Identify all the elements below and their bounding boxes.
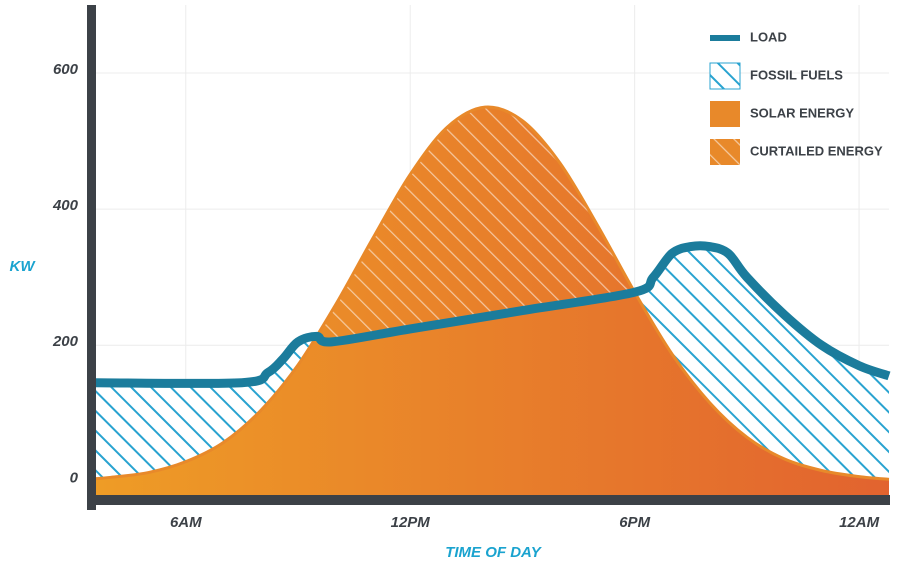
solar-outline xyxy=(95,105,890,481)
legend: LOAD FOSSIL FUELS SOLAR ENERGY CURTAILED EN… xyxy=(709,29,883,165)
legend-swatch xyxy=(710,101,740,127)
legend-swatch xyxy=(709,62,741,90)
x-tick-label: 12PM xyxy=(391,514,431,531)
y-tick-label: 400 xyxy=(52,197,79,214)
legend-label: LOAD xyxy=(750,29,787,44)
legend-label: CURTAILED ENERGY xyxy=(750,143,883,158)
x-axis xyxy=(87,495,890,505)
y-tick-label: 600 xyxy=(53,61,79,78)
y-axis-title: KW xyxy=(10,258,37,275)
legend-swatch xyxy=(710,139,740,165)
legend-label: SOLAR ENERGY xyxy=(750,105,854,120)
x-axis-title: TIME OF DAY xyxy=(445,544,543,561)
x-tick-label: 6PM xyxy=(619,514,650,531)
legend-label: FOSSIL FUELS xyxy=(750,67,843,82)
y-axis xyxy=(87,5,96,510)
ticks: 0 200 400 600 6AM 12PM 6PM 12AM xyxy=(52,61,880,531)
plot-area xyxy=(95,105,891,496)
y-tick-label: 200 xyxy=(52,333,79,350)
y-tick-label: 0 xyxy=(70,469,79,486)
load-line xyxy=(95,241,891,388)
x-tick-label: 12AM xyxy=(839,514,880,531)
x-tick-label: 6AM xyxy=(170,514,202,531)
curtailed-energy-area xyxy=(96,106,889,384)
